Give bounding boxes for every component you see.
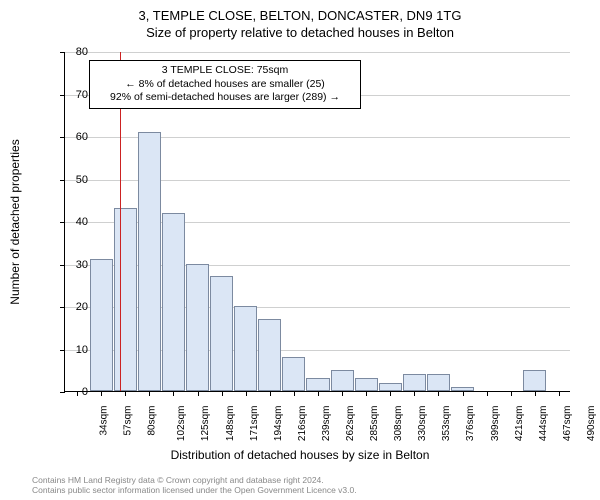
xtick-label: 421sqm (514, 406, 525, 442)
xtick-label: 399sqm (490, 406, 501, 442)
xtick-mark (294, 391, 295, 396)
histogram-bar (523, 370, 546, 391)
xtick-mark (535, 391, 536, 396)
xtick-label: 376sqm (466, 406, 477, 442)
histogram-bar (451, 387, 474, 391)
xtick-mark (125, 391, 126, 396)
xtick-label: 57sqm (123, 406, 134, 436)
footer-line1: Contains HM Land Registry data © Crown c… (32, 475, 357, 486)
plot-area: 3 TEMPLE CLOSE: 75sqm← 8% of detached ho… (64, 52, 570, 392)
histogram-bar (331, 370, 354, 391)
xtick-label: 194sqm (273, 406, 284, 442)
ytick-label: 30 (52, 259, 88, 271)
xtick-mark (173, 391, 174, 396)
title-block: 3, TEMPLE CLOSE, BELTON, DONCASTER, DN9 … (0, 0, 600, 42)
xtick-mark (342, 391, 343, 396)
histogram-bar (162, 213, 185, 392)
xtick-label: 102sqm (176, 406, 187, 442)
histogram-bar (282, 357, 305, 391)
gridline (65, 52, 570, 53)
xtick-label: 308sqm (393, 406, 404, 442)
ytick-label: 80 (52, 46, 88, 58)
xtick-mark (487, 391, 488, 396)
histogram-bar (306, 378, 329, 391)
xtick-mark (246, 391, 247, 396)
xtick-label: 262sqm (345, 406, 356, 442)
xtick-label: 330sqm (417, 406, 428, 442)
title-subtitle: Size of property relative to detached ho… (0, 25, 600, 42)
ytick-label: 20 (52, 301, 88, 313)
annotation-line: 92% of semi-detached houses are larger (… (96, 91, 354, 105)
histogram-bar (234, 306, 257, 391)
annotation-line: ← 8% of detached houses are smaller (25) (96, 78, 354, 92)
title-address: 3, TEMPLE CLOSE, BELTON, DONCASTER, DN9 … (0, 8, 600, 25)
histogram-bar (210, 276, 233, 391)
xtick-mark (222, 391, 223, 396)
xtick-label: 34sqm (99, 406, 110, 436)
footer-attribution: Contains HM Land Registry data © Crown c… (32, 475, 357, 496)
xtick-mark (270, 391, 271, 396)
histogram-bar (258, 319, 281, 391)
histogram-bar (90, 259, 113, 391)
histogram-bar (138, 132, 161, 391)
footer-line2: Contains public sector information licen… (32, 485, 357, 496)
ytick-label: 60 (52, 131, 88, 143)
xtick-label: 285sqm (369, 406, 380, 442)
x-axis-label: Distribution of detached houses by size … (0, 448, 600, 462)
y-axis-label: Number of detached properties (8, 139, 22, 304)
annotation-line: 3 TEMPLE CLOSE: 75sqm (96, 64, 354, 78)
histogram-bar (355, 378, 378, 391)
ytick-label: 40 (52, 216, 88, 228)
xtick-label: 216sqm (297, 406, 308, 442)
xtick-mark (149, 391, 150, 396)
xtick-label: 444sqm (538, 406, 549, 442)
xtick-mark (463, 391, 464, 396)
xtick-label: 467sqm (562, 406, 573, 442)
histogram-bar (186, 264, 209, 392)
xtick-mark (414, 391, 415, 396)
xtick-label: 80sqm (147, 406, 158, 436)
ytick-label: 10 (52, 344, 88, 356)
histogram-bar (114, 208, 137, 391)
xtick-mark (101, 391, 102, 396)
xtick-label: 353sqm (441, 406, 452, 442)
xtick-mark (198, 391, 199, 396)
chart-container: 3, TEMPLE CLOSE, BELTON, DONCASTER, DN9 … (0, 0, 600, 500)
histogram-bar (403, 374, 426, 391)
histogram-bar (379, 383, 402, 392)
annotation-box: 3 TEMPLE CLOSE: 75sqm← 8% of detached ho… (89, 60, 361, 109)
xtick-label: 148sqm (225, 406, 236, 442)
ytick-label: 0 (52, 386, 88, 398)
xtick-label: 171sqm (249, 406, 260, 442)
xtick-mark (390, 391, 391, 396)
xtick-label: 125sqm (201, 406, 212, 442)
xtick-label: 490sqm (586, 406, 597, 442)
ytick-label: 50 (52, 174, 88, 186)
xtick-mark (438, 391, 439, 396)
xtick-mark (366, 391, 367, 396)
xtick-mark (511, 391, 512, 396)
xtick-label: 239sqm (321, 406, 332, 442)
histogram-bar (427, 374, 450, 391)
plot-wrap: 3 TEMPLE CLOSE: 75sqm← 8% of detached ho… (64, 52, 570, 392)
ytick-label: 70 (52, 89, 88, 101)
xtick-mark (318, 391, 319, 396)
xtick-mark (559, 391, 560, 396)
